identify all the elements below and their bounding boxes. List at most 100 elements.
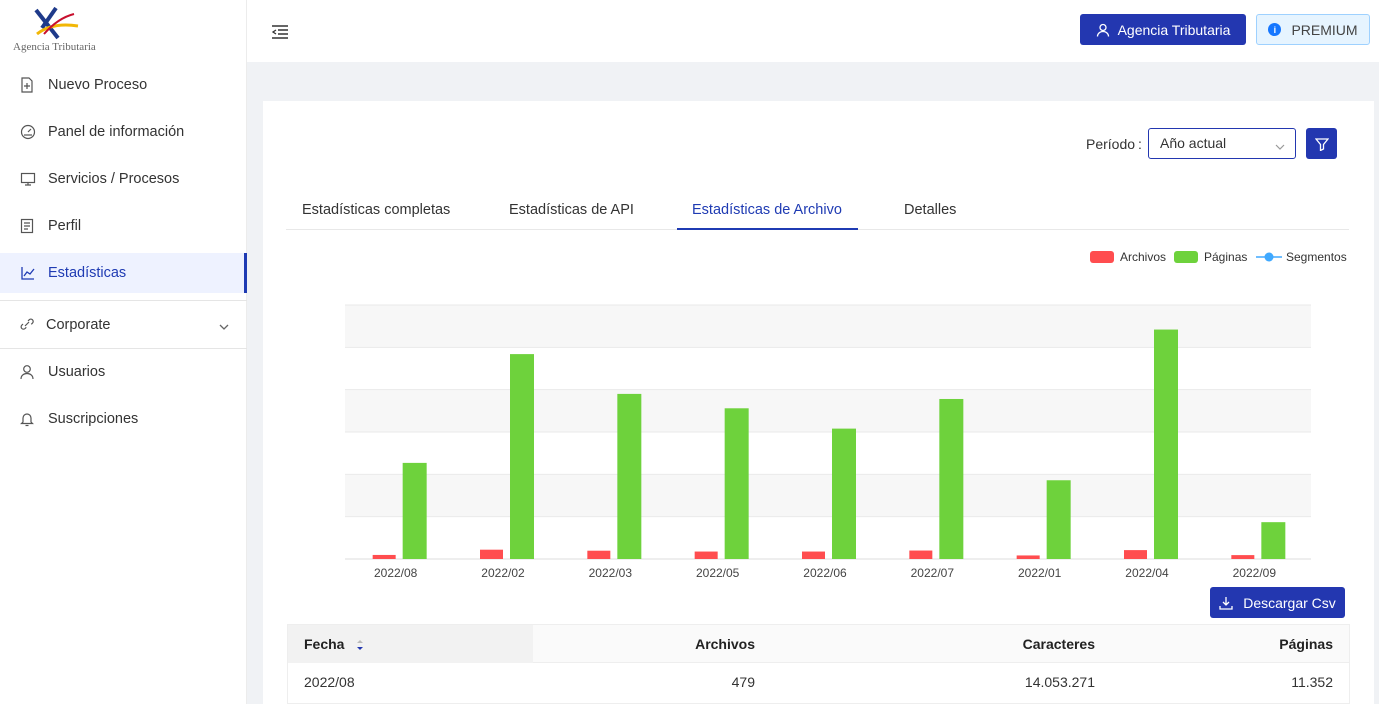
tab-estadisticas-completas[interactable]: Estadísticas completas xyxy=(302,202,451,218)
sidebar-divider xyxy=(0,300,247,301)
column-header-fecha[interactable]: Fecha xyxy=(304,636,364,652)
x-tick-label: 2022/07 xyxy=(911,566,955,580)
user-icon xyxy=(20,364,36,380)
bar-paginas[interactable] xyxy=(939,398,964,559)
line-chart-icon xyxy=(20,265,36,281)
info-icon: i xyxy=(1268,23,1282,36)
premium-button[interactable]: i PREMIUM xyxy=(1256,14,1370,45)
download-csv-button[interactable]: Descargar Csv xyxy=(1210,587,1345,618)
cell-caracteres: 14.053.271 xyxy=(1024,674,1095,690)
legend-paginas[interactable]: Páginas xyxy=(1174,250,1247,264)
bar-archivos[interactable] xyxy=(802,551,825,559)
bar-paginas[interactable] xyxy=(1154,329,1178,559)
grid-band xyxy=(345,347,1311,390)
bar-archivos[interactable] xyxy=(372,554,396,559)
bar-archivos[interactable] xyxy=(480,549,503,559)
tab-detalles[interactable]: Detalles xyxy=(904,202,957,218)
sidebar-item-label: Servicios / Procesos xyxy=(48,171,180,187)
sidebar-item-suscripciones[interactable]: Suscripciones xyxy=(0,399,247,439)
x-tick-label: 2022/09 xyxy=(1233,566,1277,580)
cell-fecha: 2022/08 xyxy=(304,674,355,690)
sidebar-divider xyxy=(0,348,247,349)
legend-line-marker xyxy=(1256,252,1282,262)
stats-table: Fecha Archivos Caracteres Páginas 2022/0… xyxy=(287,624,1350,704)
legend-label: Segmentos xyxy=(1286,250,1347,264)
sidebar: Agencia Tributaria Nuevo Proceso Panel d… xyxy=(0,0,247,704)
account-button[interactable]: Agencia Tributaria xyxy=(1080,14,1246,45)
sidebar-item-label: Nuevo Proceso xyxy=(48,77,148,93)
x-tick-label: 2022/08 xyxy=(374,566,418,580)
column-header-paginas: Páginas xyxy=(1279,636,1333,652)
tab-estadisticas-archivo[interactable]: Estadísticas de Archivo xyxy=(692,202,842,218)
download-icon xyxy=(1219,596,1233,610)
sidebar-item-label: Perfil xyxy=(48,218,82,234)
sidebar-item-usuarios[interactable]: Usuarios xyxy=(0,352,247,392)
table-header: Fecha Archivos Caracteres Páginas xyxy=(288,625,1349,663)
column-header-caracteres: Caracteres xyxy=(1022,636,1095,652)
file-stats-chart: 2022/08 2022/02 2022/03 2022/05 2022/06 2022/… xyxy=(345,304,1311,580)
sidebar-item-label: Estadísticas xyxy=(48,265,127,281)
monitor-icon xyxy=(20,171,36,187)
top-bar: Agencia Tributaria i PREMIUM xyxy=(247,0,1379,62)
user-icon xyxy=(1096,23,1109,37)
bar-archivos[interactable] xyxy=(1016,555,1040,559)
account-label: Agencia Tributaria xyxy=(1117,21,1231,38)
legend-segmentos[interactable]: Segmentos xyxy=(1256,250,1347,264)
legend-swatch xyxy=(1174,251,1198,263)
bar-archivos[interactable] xyxy=(1124,550,1147,559)
bar-archivos[interactable] xyxy=(587,550,611,559)
tab-estadisticas-api[interactable]: Estadísticas de API xyxy=(509,202,634,218)
bar-paginas[interactable] xyxy=(510,354,534,559)
grid-band xyxy=(345,305,1311,348)
bar-archivos[interactable] xyxy=(1231,555,1255,559)
x-tick-label: 2022/03 xyxy=(589,566,633,580)
file-plus-icon xyxy=(20,77,36,93)
bar-paginas[interactable] xyxy=(832,428,856,559)
bar-paginas[interactable] xyxy=(402,462,427,559)
agencia-tributaria-logo[interactable] xyxy=(12,4,102,56)
grid-band xyxy=(345,432,1311,475)
x-tick-label: 2022/06 xyxy=(803,566,847,580)
bar-paginas[interactable] xyxy=(617,393,642,559)
link-icon xyxy=(20,317,36,333)
grid-band xyxy=(345,389,1311,432)
legend-archivos[interactable]: Archivos xyxy=(1090,250,1166,264)
active-tab-indicator xyxy=(677,228,858,230)
sidebar-item-panel[interactable]: Panel de información xyxy=(0,112,247,152)
sort-icon[interactable] xyxy=(356,638,364,652)
bar-paginas[interactable] xyxy=(1046,480,1071,559)
sorted-column-bg xyxy=(288,625,533,663)
bar-paginas[interactable] xyxy=(724,408,749,559)
x-tick-label: 2022/05 xyxy=(696,566,740,580)
sidebar-item-label: Usuarios xyxy=(48,364,106,380)
column-header-archivos: Archivos xyxy=(695,636,755,652)
grid-band xyxy=(345,474,1311,517)
sidebar-item-corporate[interactable]: Corporate xyxy=(0,305,247,345)
menu-fold-icon[interactable] xyxy=(271,24,289,40)
sidebar-item-label: Panel de información xyxy=(48,124,185,140)
chevron-down-icon xyxy=(1275,138,1285,154)
bar-archivos[interactable] xyxy=(909,550,933,559)
sidebar-item-perfil[interactable]: Perfil xyxy=(0,206,247,246)
chevron-down-icon[interactable] xyxy=(219,319,229,335)
filter-button[interactable] xyxy=(1306,128,1337,159)
logo-text: Agencia Tributaria xyxy=(13,41,96,53)
bar-archivos[interactable] xyxy=(694,551,718,559)
period-label: Período: xyxy=(1086,136,1142,152)
sidebar-item-label: Corporate xyxy=(46,317,111,333)
cell-paginas: 11.352 xyxy=(1291,674,1333,690)
download-label: Descargar Csv xyxy=(1243,594,1336,611)
sidebar-item-nuevo-proceso[interactable]: Nuevo Proceso xyxy=(0,65,247,105)
filter-icon xyxy=(1314,137,1329,151)
period-select[interactable]: Año actual xyxy=(1148,128,1296,159)
cell-archivos: 479 xyxy=(731,674,755,690)
legend-label: Páginas xyxy=(1204,250,1248,264)
grid-band xyxy=(345,516,1311,559)
bar-paginas[interactable] xyxy=(1261,522,1286,559)
sidebar-item-label: Suscripciones xyxy=(48,411,139,427)
dashboard-icon xyxy=(20,124,36,140)
sidebar-item-estadisticas[interactable]: Estadísticas xyxy=(0,253,247,293)
stats-tabs: Estadísticas completas Estadísticas de A… xyxy=(286,193,1349,230)
x-tick-label: 2022/04 xyxy=(1125,566,1169,580)
sidebar-item-servicios[interactable]: Servicios / Procesos xyxy=(0,159,247,199)
